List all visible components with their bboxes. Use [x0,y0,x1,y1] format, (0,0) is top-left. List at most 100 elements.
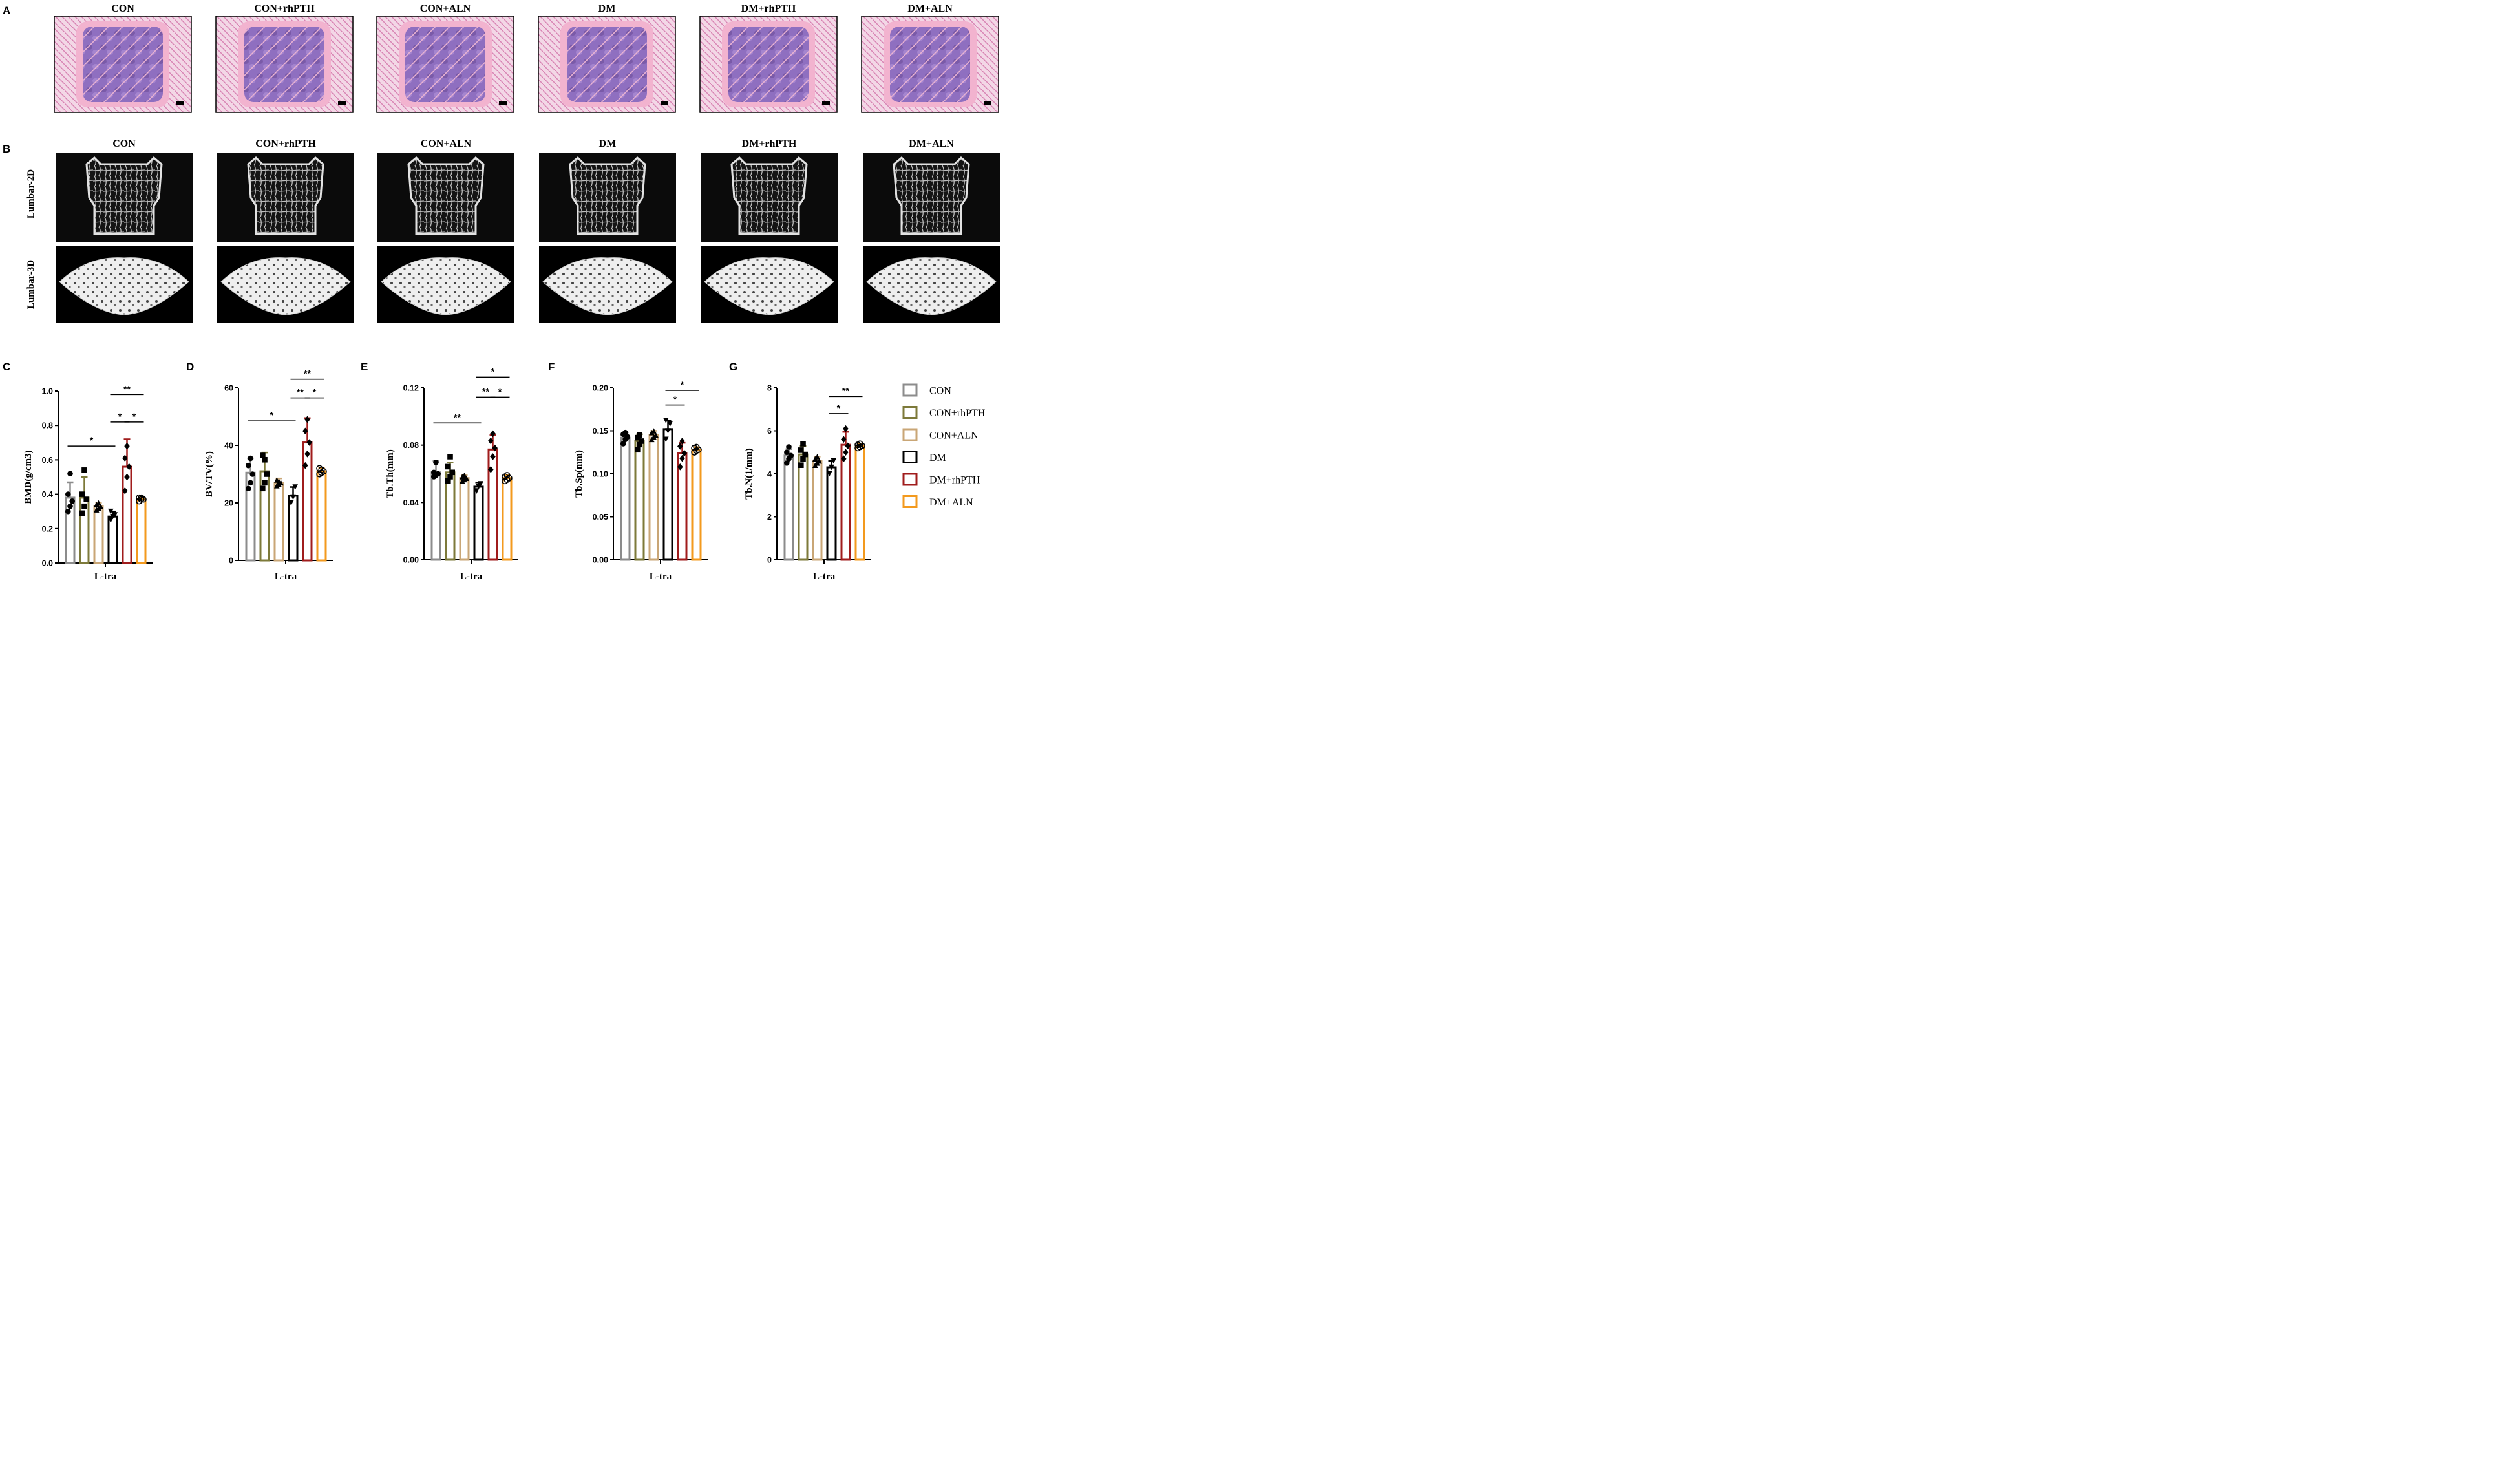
trabecular-region [728,27,809,102]
data-point [445,478,451,484]
panel-letter-g: G [729,361,737,373]
y-axis-label: Tb.Th(mm) [385,449,396,498]
bar-con-aln [812,460,823,561]
data-point [620,441,626,447]
scale-bar [984,101,991,105]
data-point [816,458,822,464]
data-point [651,428,657,434]
y-tick-label: 2 [767,513,772,522]
data-point [304,451,310,458]
microct-title: DM [599,138,617,149]
y-tick-label: 0.20 [593,384,608,393]
row-label-3d: Lumbar-3D [26,260,36,309]
legend-swatch-0 [902,383,918,397]
data-point [246,462,251,469]
data-point [318,466,325,473]
data-point [69,498,75,504]
trabecular-region [244,27,324,102]
y-tick-label: 0.10 [593,470,608,479]
bar-dm-rhpth [122,465,132,564]
data-point [639,438,644,444]
vertebra-3d-render [866,257,997,315]
significance-label: ** [297,387,304,398]
data-point [784,460,790,466]
vertebra-2d-outline [85,156,163,235]
panel-letter-b: B [3,143,10,155]
data-point [463,475,469,481]
significance-label: * [270,410,274,420]
data-point [81,467,87,473]
data-point [677,463,683,471]
microct-title: CON [112,138,136,149]
histology-title: CON+ALN [420,3,471,14]
vertebra-3d-render [220,257,351,315]
vertebra-3d-render [381,257,511,315]
histology-title: DM+ALN [907,3,953,14]
data-point [802,451,808,458]
data-point [461,472,467,478]
y-tick-label: 0.2 [42,524,53,533]
y-tick-label: 0.05 [593,513,608,522]
data-point [653,432,659,438]
bar-con [620,436,631,561]
data-point [98,503,103,509]
bar-dm [107,515,118,564]
data-point [249,471,256,477]
y-tick-label: 20 [224,499,233,508]
y-axis-label: Tb.Sp(mm) [574,450,584,498]
scale-bar [176,101,184,105]
data-point [302,427,308,435]
y-tick-label: 8 [767,384,772,393]
data-point [474,488,480,494]
significance-label: ** [454,412,461,422]
bar-dm [473,485,484,561]
data-point [290,494,296,500]
data-point [635,447,641,453]
panel-letter-a: A [3,5,10,17]
data-point [65,508,71,515]
data-point [663,436,669,443]
data-point [665,428,671,434]
significance-label: ** [842,385,849,396]
panel-letter-f: F [548,361,555,373]
data-point [624,434,630,440]
x-axis-label: L-tra [813,571,836,582]
vertebra-2d-outline [893,156,970,235]
panel-letter-c: C [3,361,10,373]
vertebra-2d-outline [247,156,324,235]
data-point [122,454,128,462]
data-point [637,432,642,438]
legend-label-0: CON [929,386,951,397]
data-point [827,471,832,477]
y-tick-label: 6 [767,427,772,436]
trabecular-region [890,27,970,102]
data-point [663,418,669,423]
figure-canvas: A CON CON+rhPTH CON+ALN DM DM+rhPTH DM+ALN B CO… [3,3,1000,582]
data-point [476,484,482,490]
data-point [858,442,865,449]
bar-con [430,471,441,561]
y-tick-label: 0 [767,556,772,565]
vertebra-3d-render [542,257,673,315]
data-point [784,449,790,456]
data-point [841,455,847,463]
scale-bar [661,101,668,105]
data-point [478,481,483,487]
data-point [622,429,628,436]
vertebra-3d-render [59,257,189,315]
data-point [248,480,253,486]
microct-title: CON+rhPTH [255,138,316,149]
significance-label: * [681,379,684,390]
bar-dm [826,466,837,561]
data-point [667,421,673,427]
significance-label: * [673,394,677,405]
data-point [831,458,836,464]
data-point [447,474,453,480]
data-point [260,452,266,458]
data-point [124,473,130,481]
data-point [292,484,298,490]
y-tick-label: 0.15 [593,427,608,436]
bar-con [783,454,794,561]
vertebra-3d-render [704,257,834,315]
